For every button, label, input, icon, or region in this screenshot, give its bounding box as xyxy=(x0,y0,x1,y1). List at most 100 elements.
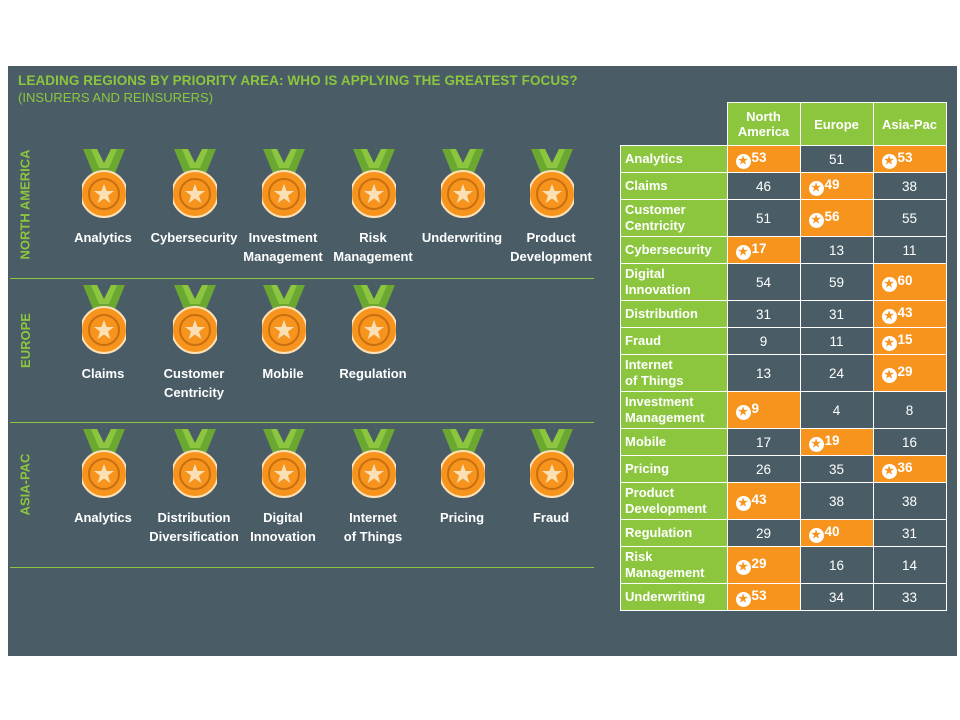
score-value: 17 xyxy=(751,240,767,256)
star-icon: ★ xyxy=(735,559,751,575)
table-row: Distribution 31 31 ★ 43 xyxy=(620,300,947,328)
score-cell: 4 xyxy=(799,391,874,429)
highlighted-score-cell: ★ 53 xyxy=(872,145,947,173)
star-icon: ★ xyxy=(735,495,751,511)
score-value: 43 xyxy=(751,491,767,507)
score-value: 43 xyxy=(897,304,913,320)
score-value: 33 xyxy=(901,589,918,605)
row-label-cybersecurity: Cybersecurity xyxy=(620,236,728,264)
region-asia-pac: ASIA-PAC Analytics Distribution Diversifica… xyxy=(8,424,594,564)
table-row: Investment Management ★ 9 4 8 xyxy=(620,391,947,429)
score-value: 31 xyxy=(901,525,918,541)
highlighted-score-cell: ★ 29 xyxy=(726,546,801,584)
medal-mobile: Mobile xyxy=(236,282,330,407)
region-divider xyxy=(10,567,594,568)
star-icon: ★ xyxy=(735,153,751,169)
score-value: 15 xyxy=(897,331,913,347)
score-value: 9 xyxy=(751,400,760,416)
highlighted-score-cell: ★ 17 xyxy=(726,236,801,264)
score-value: 31 xyxy=(755,306,772,322)
score-value: 55 xyxy=(901,210,918,226)
score-cell: 11 xyxy=(799,327,874,355)
score-cell: 31 xyxy=(872,519,947,547)
medal-product-development: Product Development xyxy=(504,146,598,271)
table-body: Analytics ★ 53 51 ★ 53 Claims 46 ★ 49 38 Customer Ce… xyxy=(620,145,947,611)
score-cell: 13 xyxy=(799,236,874,264)
score-value: 17 xyxy=(755,434,772,450)
row-label-customer-centricity: Customer Centricity xyxy=(620,199,728,237)
star-icon: ★ xyxy=(881,335,897,351)
medal-pricing: Pricing xyxy=(415,426,509,551)
row-label-claims: Claims xyxy=(620,172,728,200)
highlighted-score-cell: ★ 49 xyxy=(799,172,874,200)
score-cell: 33 xyxy=(872,583,947,611)
score-cell: 31 xyxy=(726,300,801,328)
score-value: 13 xyxy=(755,365,772,381)
medal-risk-management: Risk Management xyxy=(326,146,420,271)
medal-cybersecurity: Cybersecurity xyxy=(147,146,241,271)
medal-label: Regulation xyxy=(339,366,407,381)
score-value: 14 xyxy=(901,557,918,573)
star-icon: ★ xyxy=(881,367,897,383)
highlighted-score-cell: ★ 60 xyxy=(872,263,947,301)
score-value: 16 xyxy=(901,434,918,450)
region-divider xyxy=(10,422,594,423)
score-value: 53 xyxy=(751,587,767,603)
score-value: 35 xyxy=(828,461,845,477)
row-label-analytics: Analytics xyxy=(620,145,728,173)
highlighted-score-cell: ★ 43 xyxy=(872,300,947,328)
medal-distribution-diversification: Distribution Diversification xyxy=(147,426,241,551)
score-cell: 8 xyxy=(872,391,947,429)
score-value: 29 xyxy=(751,555,767,571)
table-row: Product Development ★ 43 38 38 xyxy=(620,482,947,520)
medal-customer-centricity: Customer Centricity xyxy=(147,282,241,407)
table-row: Claims 46 ★ 49 38 xyxy=(620,172,947,200)
score-value: 38 xyxy=(901,178,918,194)
highlighted-score-cell: ★ 53 xyxy=(726,145,801,173)
star-icon: ★ xyxy=(735,404,751,420)
table-row: Mobile 17 ★ 19 16 xyxy=(620,428,947,456)
highlighted-score-cell: ★ 43 xyxy=(726,482,801,520)
region-label-text: EUROPE xyxy=(17,312,33,368)
row-label-risk-management: Risk Management xyxy=(620,546,728,584)
table-row: Pricing 26 35 ★ 36 xyxy=(620,455,947,483)
medal-label: Product Development xyxy=(510,230,592,264)
medal-fraud: Fraud xyxy=(504,426,598,551)
table-row: Fraud 9 11 ★ 15 xyxy=(620,327,947,355)
score-cell: 9 xyxy=(726,327,801,355)
region-europe: EUROPE Claims Customer Centricity Mobile Regu… xyxy=(8,280,594,414)
region-label-text: NORTH AMERICA xyxy=(17,148,33,260)
medal-label: Investment Management xyxy=(243,230,323,264)
star-icon: ★ xyxy=(735,244,751,260)
medal-label: Risk Management xyxy=(333,230,413,264)
row-label-fraud: Fraud xyxy=(620,327,728,355)
table-corner xyxy=(621,103,728,146)
highlighted-score-cell: ★ 9 xyxy=(726,391,801,429)
row-label-investment-management: Investment Management xyxy=(620,391,728,429)
star-icon: ★ xyxy=(808,180,824,196)
highlighted-score-cell: ★ 36 xyxy=(872,455,947,483)
score-cell: 54 xyxy=(726,263,801,301)
score-cell: 16 xyxy=(799,546,874,584)
score-cell: 26 xyxy=(726,455,801,483)
table-row: Internet of Things 13 24 ★ 29 xyxy=(620,354,947,392)
score-value: 8 xyxy=(905,402,914,418)
star-icon: ★ xyxy=(808,527,824,543)
medal-label: Mobile xyxy=(262,366,304,381)
star-icon: ★ xyxy=(881,153,897,169)
table-header-row: North America Europe Asia-Pac xyxy=(621,102,947,146)
medal-label: Cybersecurity xyxy=(150,230,238,245)
score-value: 51 xyxy=(755,210,772,226)
medal-regulation: Regulation xyxy=(326,282,420,407)
star-icon: ★ xyxy=(735,591,751,607)
star-icon: ★ xyxy=(881,308,897,324)
table-row: Analytics ★ 53 51 ★ 53 xyxy=(620,145,947,173)
score-cell: 16 xyxy=(872,428,947,456)
score-value: 51 xyxy=(828,151,845,167)
score-cell: 17 xyxy=(726,428,801,456)
score-value: 13 xyxy=(828,242,845,258)
highlighted-score-cell: ★ 19 xyxy=(799,428,874,456)
score-cell: 24 xyxy=(799,354,874,392)
score-cell: 35 xyxy=(799,455,874,483)
medal-analytics: Analytics xyxy=(56,146,150,271)
